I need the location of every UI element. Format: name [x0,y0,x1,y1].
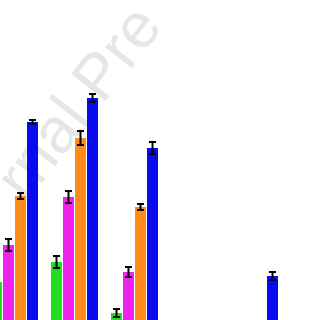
bar [3,245,14,320]
bar [15,196,26,320]
bar [123,272,134,320]
bar [267,276,278,320]
bar [0,282,2,320]
bar [51,262,62,320]
bar [27,122,38,320]
bar [147,148,158,320]
bar [135,207,146,320]
bar [75,138,86,320]
bar [63,197,74,320]
bar [87,98,98,320]
